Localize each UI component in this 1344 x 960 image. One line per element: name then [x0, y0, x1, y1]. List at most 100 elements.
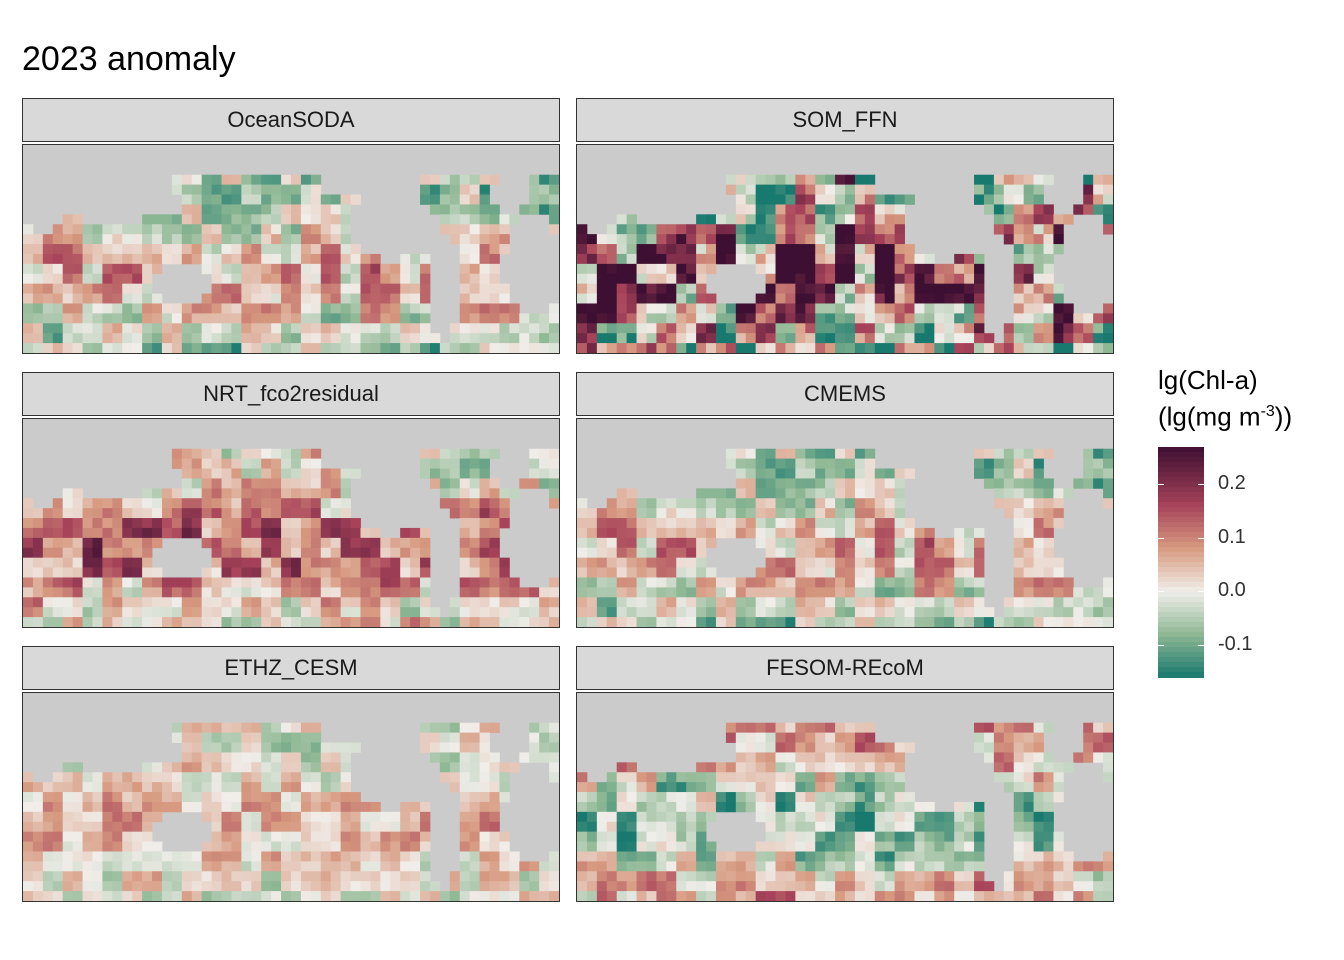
anomaly-cell — [320, 293, 332, 304]
anomaly-cell — [1043, 234, 1054, 245]
anomaly-cell — [993, 722, 1005, 734]
anomaly-cell — [142, 577, 153, 588]
anomaly-cell — [745, 577, 757, 588]
anomaly-cell — [42, 851, 54, 862]
anomaly-cell — [835, 313, 846, 324]
anomaly-cell — [241, 234, 252, 245]
anomaly-cell — [964, 881, 975, 892]
anomaly-cell — [310, 323, 322, 334]
anomaly-cell — [469, 871, 480, 882]
anomaly-cell — [32, 782, 44, 793]
anomaly-cell — [62, 488, 74, 499]
anomaly-cell — [539, 752, 550, 763]
anomaly-cell — [725, 801, 737, 813]
anomaly-cell — [459, 587, 471, 598]
anomaly-cell — [23, 597, 34, 608]
anomaly-cell — [291, 841, 302, 852]
anomaly-cell — [815, 478, 826, 489]
anomaly-cell — [459, 174, 471, 186]
anomaly-cell — [380, 841, 391, 852]
anomaly-cell — [785, 263, 796, 275]
anomaly-cell — [954, 567, 965, 578]
panel-label: SOM_FFN — [576, 98, 1114, 142]
anomaly-cell — [1063, 851, 1074, 862]
anomaly-cell — [340, 851, 351, 862]
anomaly-cell — [479, 547, 490, 559]
anomaly-cell — [894, 851, 905, 862]
anomaly-cell — [479, 303, 490, 314]
anomaly-cell — [1023, 782, 1034, 793]
anomaly-cell — [211, 184, 222, 195]
anomaly-cell — [1023, 811, 1034, 823]
anomaly-cell — [666, 293, 677, 304]
anomaly-cell — [845, 722, 856, 734]
anomaly-cell — [161, 617, 173, 627]
anomaly-cell — [122, 253, 133, 265]
anomaly-cell — [320, 841, 332, 852]
anomaly-cell — [666, 821, 677, 833]
anomaly-cell — [310, 722, 322, 734]
anomaly-cell — [72, 547, 83, 559]
anomaly-cell — [201, 224, 212, 235]
anomaly-cell — [459, 557, 471, 568]
anomaly-cell — [449, 881, 461, 892]
anomaly-cell — [1023, 214, 1034, 225]
anomaly-cell — [181, 204, 193, 215]
anomaly-cell — [1093, 861, 1104, 872]
anomaly-cell — [310, 742, 322, 753]
anomaly-cell — [201, 244, 212, 255]
anomaly-cell — [1043, 567, 1054, 578]
anomaly-cell — [181, 722, 193, 734]
anomaly-cell — [676, 861, 687, 872]
anomaly-cell — [845, 861, 856, 872]
anomaly-cell — [785, 283, 796, 294]
anomaly-cell — [449, 742, 461, 753]
anomaly-cell — [271, 263, 282, 275]
anomaly-cell — [112, 587, 123, 598]
anomaly-cell — [261, 871, 272, 882]
anomaly-cell — [1003, 772, 1015, 783]
anomaly-cell — [666, 343, 677, 353]
anomaly-cell — [291, 831, 302, 842]
anomaly-cell — [666, 567, 677, 578]
anomaly-cell — [420, 871, 431, 882]
anomaly-cell — [152, 891, 163, 901]
anomaly-cell — [983, 478, 995, 489]
anomaly-cell — [459, 498, 471, 509]
anomaly-cell — [656, 263, 667, 275]
anomaly-cell — [161, 253, 173, 265]
anomaly-cell — [845, 587, 856, 598]
anomaly-cell — [102, 273, 113, 285]
anomaly-cell — [320, 253, 332, 265]
anomaly-cell — [439, 762, 451, 773]
anomaly-cell — [686, 253, 697, 265]
anomaly-cell — [479, 831, 490, 842]
anomaly-cell — [340, 811, 351, 823]
anomaly-cell — [656, 792, 667, 803]
anomaly-cell — [1043, 811, 1054, 823]
anomaly-cell — [459, 811, 471, 823]
anomaly-cells — [577, 174, 1113, 353]
anomaly-cell — [577, 617, 588, 627]
anomaly-cell — [340, 831, 351, 842]
anomaly-cell — [1053, 871, 1064, 882]
anomaly-cell — [241, 567, 252, 578]
anomaly-cell — [874, 253, 886, 265]
anomaly-cell — [479, 742, 490, 753]
anomaly-cell — [854, 303, 866, 314]
anomaly-cell — [676, 851, 687, 862]
anomaly-cell — [745, 782, 757, 793]
anomaly-cell — [231, 871, 242, 882]
anomaly-cell — [42, 841, 54, 852]
anomaly-cell — [122, 323, 133, 334]
anomaly-cell — [1023, 547, 1034, 559]
anomaly-cell — [934, 557, 945, 568]
anomaly-cell — [1073, 597, 1084, 608]
anomaly-cell — [340, 567, 351, 578]
anomaly-cell — [696, 547, 707, 559]
anomaly-cell — [1053, 283, 1064, 294]
anomaly-cell — [539, 722, 550, 734]
anomaly-cell — [914, 333, 925, 344]
anomaly-cell — [400, 283, 411, 294]
anomaly-cell — [596, 792, 608, 803]
